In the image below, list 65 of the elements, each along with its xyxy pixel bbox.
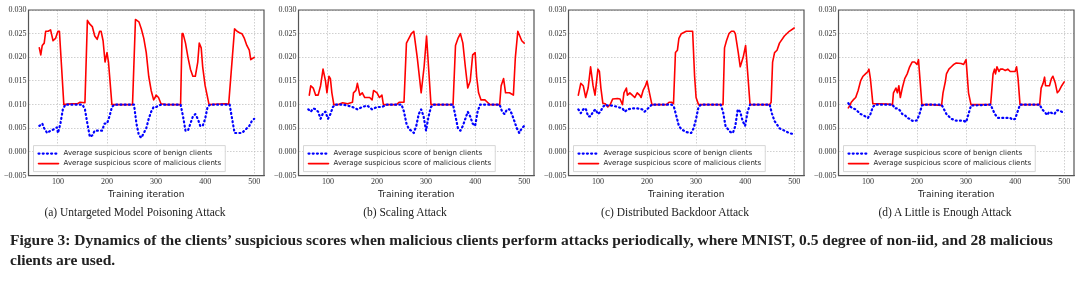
x-tick-label: 500 [788,177,801,187]
y-tick-label: 0.010 [8,99,27,109]
x-tick-label: 400 [199,177,212,187]
y-tick-label: 0.015 [818,76,837,86]
x-axis-title: Training iteration [647,188,725,199]
y-tick-label: −0.005 [274,170,297,180]
x-tick-label: 100 [321,177,334,187]
x-tick-label: 500 [248,177,261,187]
y-tick-label: 0.000 [818,147,837,157]
y-tick-label: 0.005 [278,123,297,133]
text: (b) Scaling Attack [362,206,448,218]
y-tick-label: 0.020 [8,52,27,62]
text: (a) Untargeted Model Poisoning Attack [43,206,227,218]
line-series [847,102,1066,124]
y-tick-label: 0.030 [548,5,567,15]
line-series [307,103,526,135]
x-tick-label: 100 [51,177,64,187]
x-tick-label: 200 [101,177,114,187]
x-tick-label: 200 [911,177,924,187]
x-tick-label: 500 [518,177,531,187]
x-tick-label: 500 [1058,177,1071,187]
line-series [577,103,796,136]
y-tick-label: 0.030 [8,5,27,15]
y-tick-label: 0.000 [278,147,297,157]
y-tick-label: 0.010 [278,99,297,109]
y-tick-label: −0.005 [544,170,567,180]
y-tick-label: 0.030 [818,5,837,15]
y-tick-label: 0.020 [278,52,297,62]
y-tick-label: 0.010 [548,99,567,109]
y-tick-label: 0.025 [818,28,837,38]
text: (d) A Little is Enough Attack [877,206,1013,218]
x-tick-label: 400 [1009,177,1022,187]
x-tick-label: 100 [861,177,874,187]
y-tick-label: −0.005 [4,170,27,180]
y-tick-label: 0.000 [8,147,27,157]
x-tick-label: 200 [371,177,384,187]
x-axis-title: Training iteration [107,188,185,199]
x-tick-label: 300 [960,177,973,187]
x-tick-label: 100 [591,177,604,187]
caption: Figure 3: Dynamics of the clients’ suspicious scores when malicious clients perform attacks periodically, where MNIST, 0.5 degree of non-iid, and 28 malicious clients are used. [10,230,1054,270]
y-tick-label: 0.005 [8,123,27,133]
y-tick-label: 0.000 [548,147,567,157]
x-axis-title: Training iteration [917,188,995,199]
y-tick-label: 0.025 [8,28,27,38]
x-tick-label: 400 [469,177,482,187]
x-tick-label: 300 [690,177,703,187]
x-tick-label: 300 [420,177,433,187]
x-axis-title: Training iteration [377,188,455,199]
y-tick-label: 0.030 [278,5,297,15]
y-tick-label: 0.010 [818,99,837,109]
y-tick-label: 0.005 [548,123,567,133]
y-tick-label: 0.005 [818,123,837,133]
line-series [38,103,256,139]
y-tick-label: 0.015 [548,76,567,86]
y-tick-label: 0.025 [548,28,567,38]
y-tick-label: 0.015 [8,76,27,86]
y-tick-label: 0.025 [278,28,297,38]
y-tick-label: −0.005 [814,170,837,180]
text: (c) Distributed Backdoor Attack [600,206,750,218]
y-tick-label: 0.015 [278,76,297,86]
x-tick-label: 300 [150,177,163,187]
y-tick-label: 0.020 [548,52,567,62]
y-tick-label: 0.020 [818,52,837,62]
x-tick-label: 400 [739,177,752,187]
x-tick-label: 200 [641,177,654,187]
